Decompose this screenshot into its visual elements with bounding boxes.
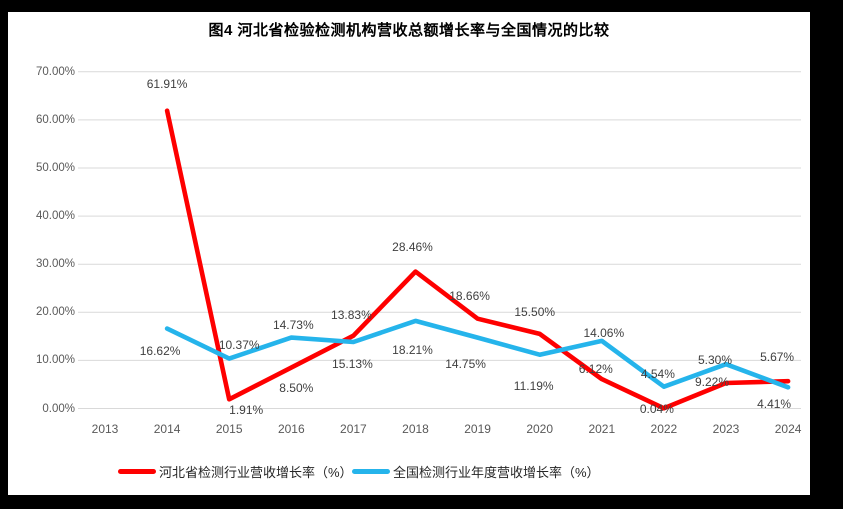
data-label-national-2021: 14.06% (583, 325, 625, 340)
y-tick-label: 60.00% (35, 113, 75, 126)
legend-swatch-hebei (118, 468, 156, 474)
series-line-hebei (164, 108, 791, 411)
x-tick-label: 2018 (402, 422, 429, 436)
y-tick-label: 0.00% (42, 402, 75, 415)
data-label-hebei-2022: 0.04% (639, 402, 674, 417)
y-tick-label: 10.00% (35, 354, 75, 367)
data-label-national-2015: 10.37% (218, 337, 260, 352)
legend-label-hebei: 河北省检测行业营收增长率（%） (159, 464, 353, 480)
legend-swatch-national (352, 468, 390, 474)
x-tick-label: 2014 (153, 422, 181, 436)
series-line-national (164, 318, 791, 390)
plot-area (78, 71, 801, 411)
data-label-national-2024: 4.41% (757, 397, 792, 412)
y-tick-label: 40.00% (35, 210, 75, 223)
x-tick-label: 2016 (277, 422, 305, 436)
x-tick-label: 2024 (774, 422, 802, 436)
x-tick-label: 2015 (215, 422, 243, 436)
data-label-hebei-2021: 6.12% (578, 362, 613, 377)
data-label-national-2014: 16.62% (139, 343, 181, 358)
data-label-national-2017: 13.83% (331, 307, 372, 322)
chart-panel: 图4 河北省检验检测机构营收总额增长率与全国情况的比较 0.00% 10.00% 2… (8, 12, 810, 495)
y-tick-label: 20.00% (35, 306, 75, 319)
y-tick-label: 70.00% (35, 65, 75, 78)
data-label-national-2016: 14.73% (272, 317, 314, 332)
legend-label-national: 全国检测行业年度营收增长率（%） (393, 464, 600, 480)
data-label-national-2020: 11.19% (513, 378, 554, 393)
legend-item-national: 全国检测行业年度营收增长率（%） (352, 463, 600, 480)
legend-item-hebei: 河北省检测行业营收增长率（%） (118, 463, 353, 480)
data-label-national-2023: 9.22% (694, 375, 730, 390)
data-label-national-2018: 18.21% (392, 342, 433, 357)
y-tick-label: 30.00% (35, 258, 75, 271)
y-tick-label: 50.00% (35, 162, 75, 174)
data-label-national-2022: 4.54% (640, 366, 675, 381)
x-tick-label: 2013 (91, 422, 119, 436)
data-label-hebei-2019: 18.66% (449, 288, 490, 303)
data-label-hebei-2024: 5.67% (760, 350, 795, 365)
data-label-hebei-2015: 1.91% (229, 403, 264, 418)
data-label-hebei-2023: 5.30% (697, 353, 733, 367)
x-tick-label: 2021 (588, 422, 616, 436)
data-label-hebei-2020: 15.50% (514, 304, 556, 319)
data-label-hebei-2017: 15.13% (332, 356, 373, 371)
x-tick-label: 2020 (526, 422, 554, 436)
x-tick-label: 2017 (340, 422, 367, 436)
data-label-hebei-2014: 61.91% (146, 76, 188, 91)
data-label-hebei-2018: 28.46% (392, 239, 433, 254)
chart-title: 图4 河北省检验检测机构营收总额增长率与全国情况的比较 (208, 22, 610, 39)
x-tick-label: 2022 (650, 422, 678, 436)
x-tick-label: 2019 (464, 422, 491, 436)
data-label-national-2019: 14.75% (445, 356, 486, 371)
data-label-hebei-2016: 8.50% (279, 380, 314, 395)
x-tick-label: 2023 (712, 422, 740, 436)
